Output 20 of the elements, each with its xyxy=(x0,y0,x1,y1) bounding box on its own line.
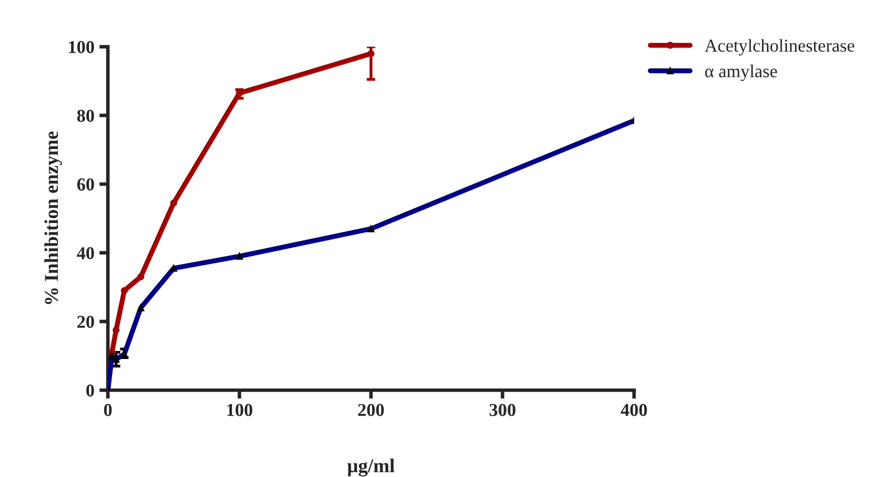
point xyxy=(120,287,128,294)
x-tick-label: 100 xyxy=(227,404,252,416)
y-tick-label: 100 xyxy=(69,41,94,54)
point xyxy=(112,326,120,334)
x-tick-label: 300 xyxy=(490,404,516,416)
x-axis-title: μg/ml xyxy=(347,458,395,476)
legend-label: α amylase xyxy=(705,64,777,82)
y-tick-label: 60 xyxy=(77,178,94,191)
point xyxy=(170,200,178,206)
legend-label: Acetylcholinesterase xyxy=(704,39,854,56)
y-tick-label: 0 xyxy=(86,384,94,397)
point xyxy=(137,273,144,280)
y-tick-label: 20 xyxy=(77,316,94,328)
y-axis-title: % Inhibition enzyme xyxy=(44,131,62,304)
x-tick-label: 200 xyxy=(358,404,384,416)
y-tick-label: 40 xyxy=(76,247,94,260)
point xyxy=(368,50,374,58)
x-tick-label: 400 xyxy=(620,404,647,416)
y-tick-label: 80 xyxy=(77,110,94,122)
x-tick-label: 0 xyxy=(104,404,112,416)
